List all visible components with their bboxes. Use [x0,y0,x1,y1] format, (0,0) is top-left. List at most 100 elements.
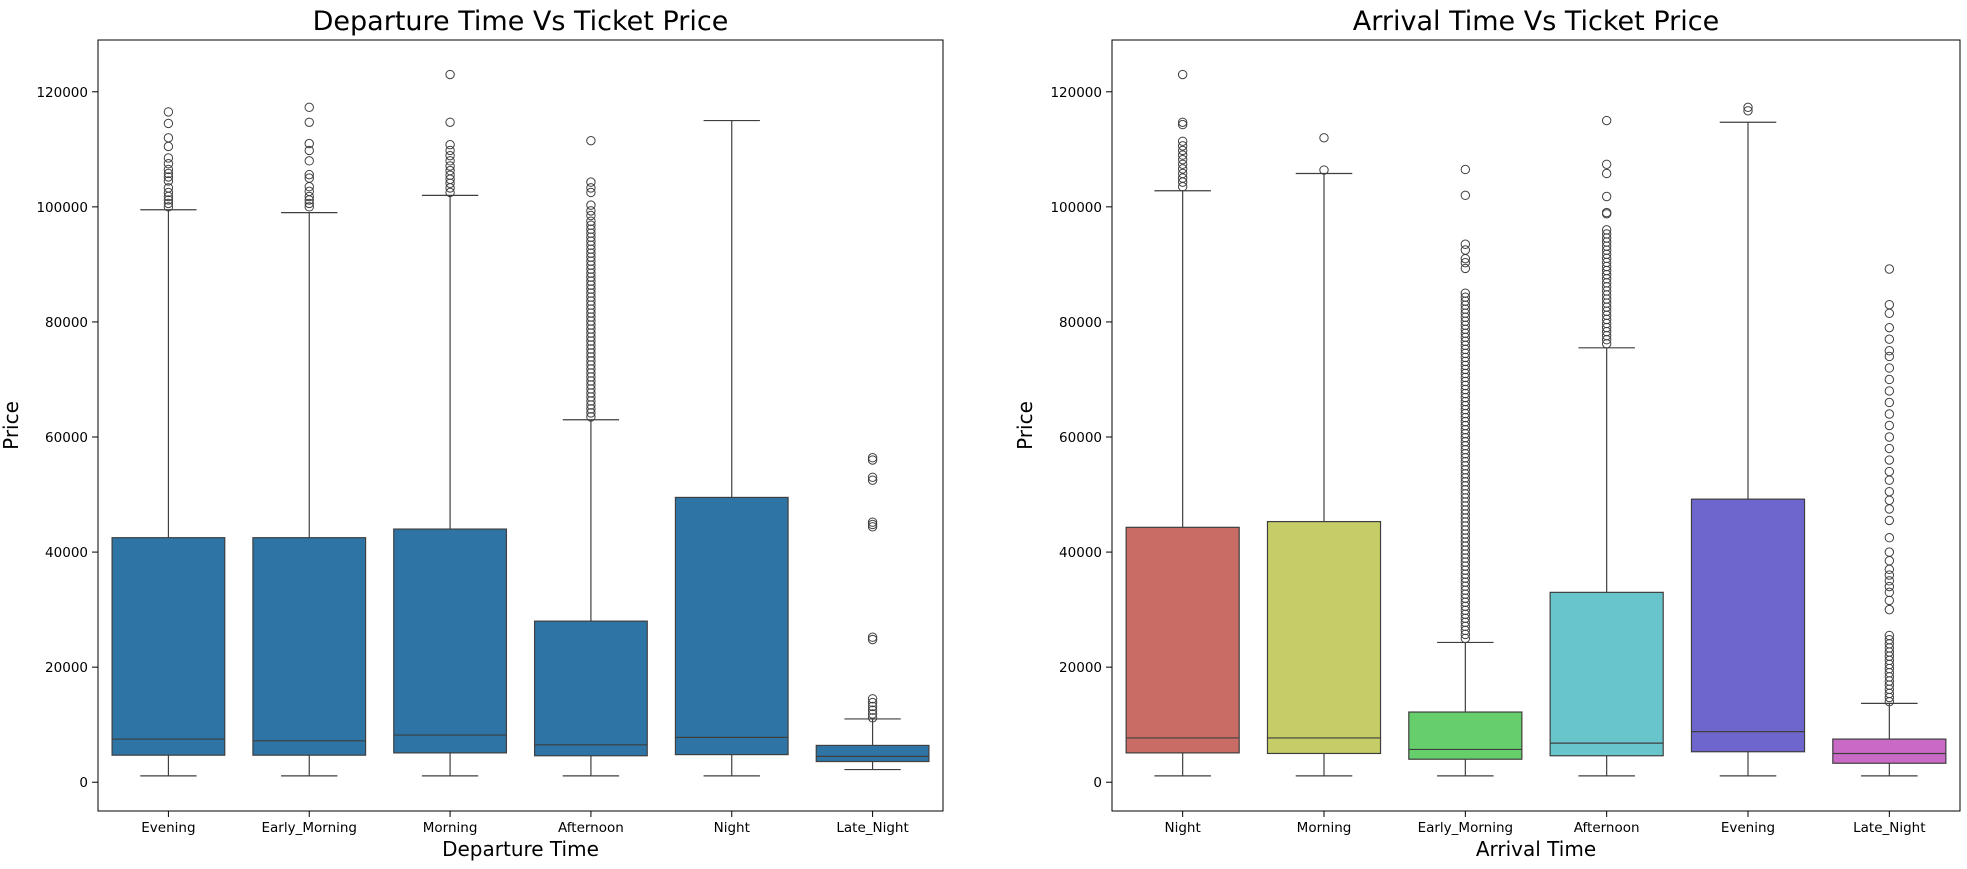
flier-point [304,186,314,197]
flier-point [445,156,455,166]
flier-point [163,107,174,117]
chart-title: Departure Time Vs Ticket Price [313,6,729,37]
chart-title: Arrival Time Vs Ticket Price [1353,6,1719,37]
flier-point [1884,556,1895,566]
flier-point [1884,630,1895,641]
x-tick-label: Evening [1721,820,1775,836]
flier-point [1884,432,1895,442]
flier-point [304,202,314,212]
flier-point [163,164,174,175]
flier-point [1884,581,1895,592]
flier-point [1177,173,1188,183]
flier-point [1884,604,1895,615]
flier-point [1601,168,1612,179]
flier-point [1177,141,1188,151]
flier-point [1884,346,1895,356]
plot-frame [97,39,944,812]
flier-point [1460,263,1471,274]
flier-point [1884,515,1895,526]
x-tick-label: Evening [141,820,195,836]
flier-point [445,170,455,180]
box-6 [815,453,930,771]
flier-point [1319,133,1329,143]
flier-point [1177,145,1188,156]
flier-point [163,168,174,179]
flier-point [867,632,878,642]
flier-point [586,216,596,226]
flier-point [1601,191,1612,202]
box-body [1125,526,1240,754]
flier-point [1884,564,1895,575]
flier-point [1884,634,1895,645]
chart-1: Evening Early_Morning Morning Afternoon Nigh… [0,6,944,861]
flier-point [163,198,174,209]
box-5 [1690,102,1806,777]
flier-point [1460,245,1471,255]
flier-point [163,153,174,163]
flier-point [1884,397,1895,408]
flier-point [1177,119,1188,130]
flier-point [1743,106,1753,116]
flier-point [867,705,878,715]
flier-point [163,172,174,182]
flier-point [1460,164,1471,175]
y-tick-label: 20000 [45,660,88,676]
flier-point [1743,102,1753,113]
flier-point [586,183,596,193]
box-body [111,537,226,756]
flier-point [867,522,878,532]
flier-point [1884,363,1895,373]
flier-point [1884,504,1895,514]
flier-point [304,169,314,180]
box-body [1549,591,1664,757]
flier-point [304,138,314,149]
x-axis-label: Departure Time [442,837,599,861]
y-tick-label: 100000 [1050,200,1102,216]
flier-point [1460,257,1471,268]
flier-point [304,145,314,156]
flier-point [867,519,878,530]
flier-point [1884,466,1895,477]
flier-point [1177,150,1188,160]
y-tick-label: 120000 [36,85,88,101]
box-1 [1125,69,1240,777]
flier-point [445,165,455,176]
flier-point [163,133,174,143]
y-axis-label: Price [1013,401,1037,450]
flier-point [445,145,455,156]
y-tick-label: 60000 [1059,430,1102,446]
flier-point [445,187,455,198]
flier-point [1460,190,1471,201]
box-body [393,528,508,754]
y-tick-label: 80000 [1059,315,1102,331]
flier-point [1460,288,1471,298]
y-tick-label: 40000 [45,545,88,561]
flier-point [1319,165,1329,175]
flier-point [1884,374,1895,385]
flier-point [586,210,596,221]
flier-point [445,69,455,80]
y-tick-label: 60000 [45,430,88,446]
box-body [674,496,789,756]
box-body [1832,738,1947,764]
flier-point [1884,322,1895,333]
flier-point [304,198,314,209]
flier-point [1884,351,1895,362]
flier-point [163,195,174,205]
box-1 [111,107,226,777]
flier-point [867,694,878,704]
flier-point [1601,207,1612,218]
y-tick-label: 100000 [36,200,88,216]
flier-point [445,150,455,161]
flier-point [1884,587,1895,598]
flier-point [586,206,596,216]
flier-point [163,159,174,169]
flier-point [445,140,455,150]
flier-point [304,173,314,183]
box-body [533,620,648,757]
flier-point [1884,264,1895,274]
x-tick-label: Night [1165,820,1201,836]
flier-point [1884,455,1895,465]
box-5 [674,119,789,777]
flier-point [867,472,878,482]
